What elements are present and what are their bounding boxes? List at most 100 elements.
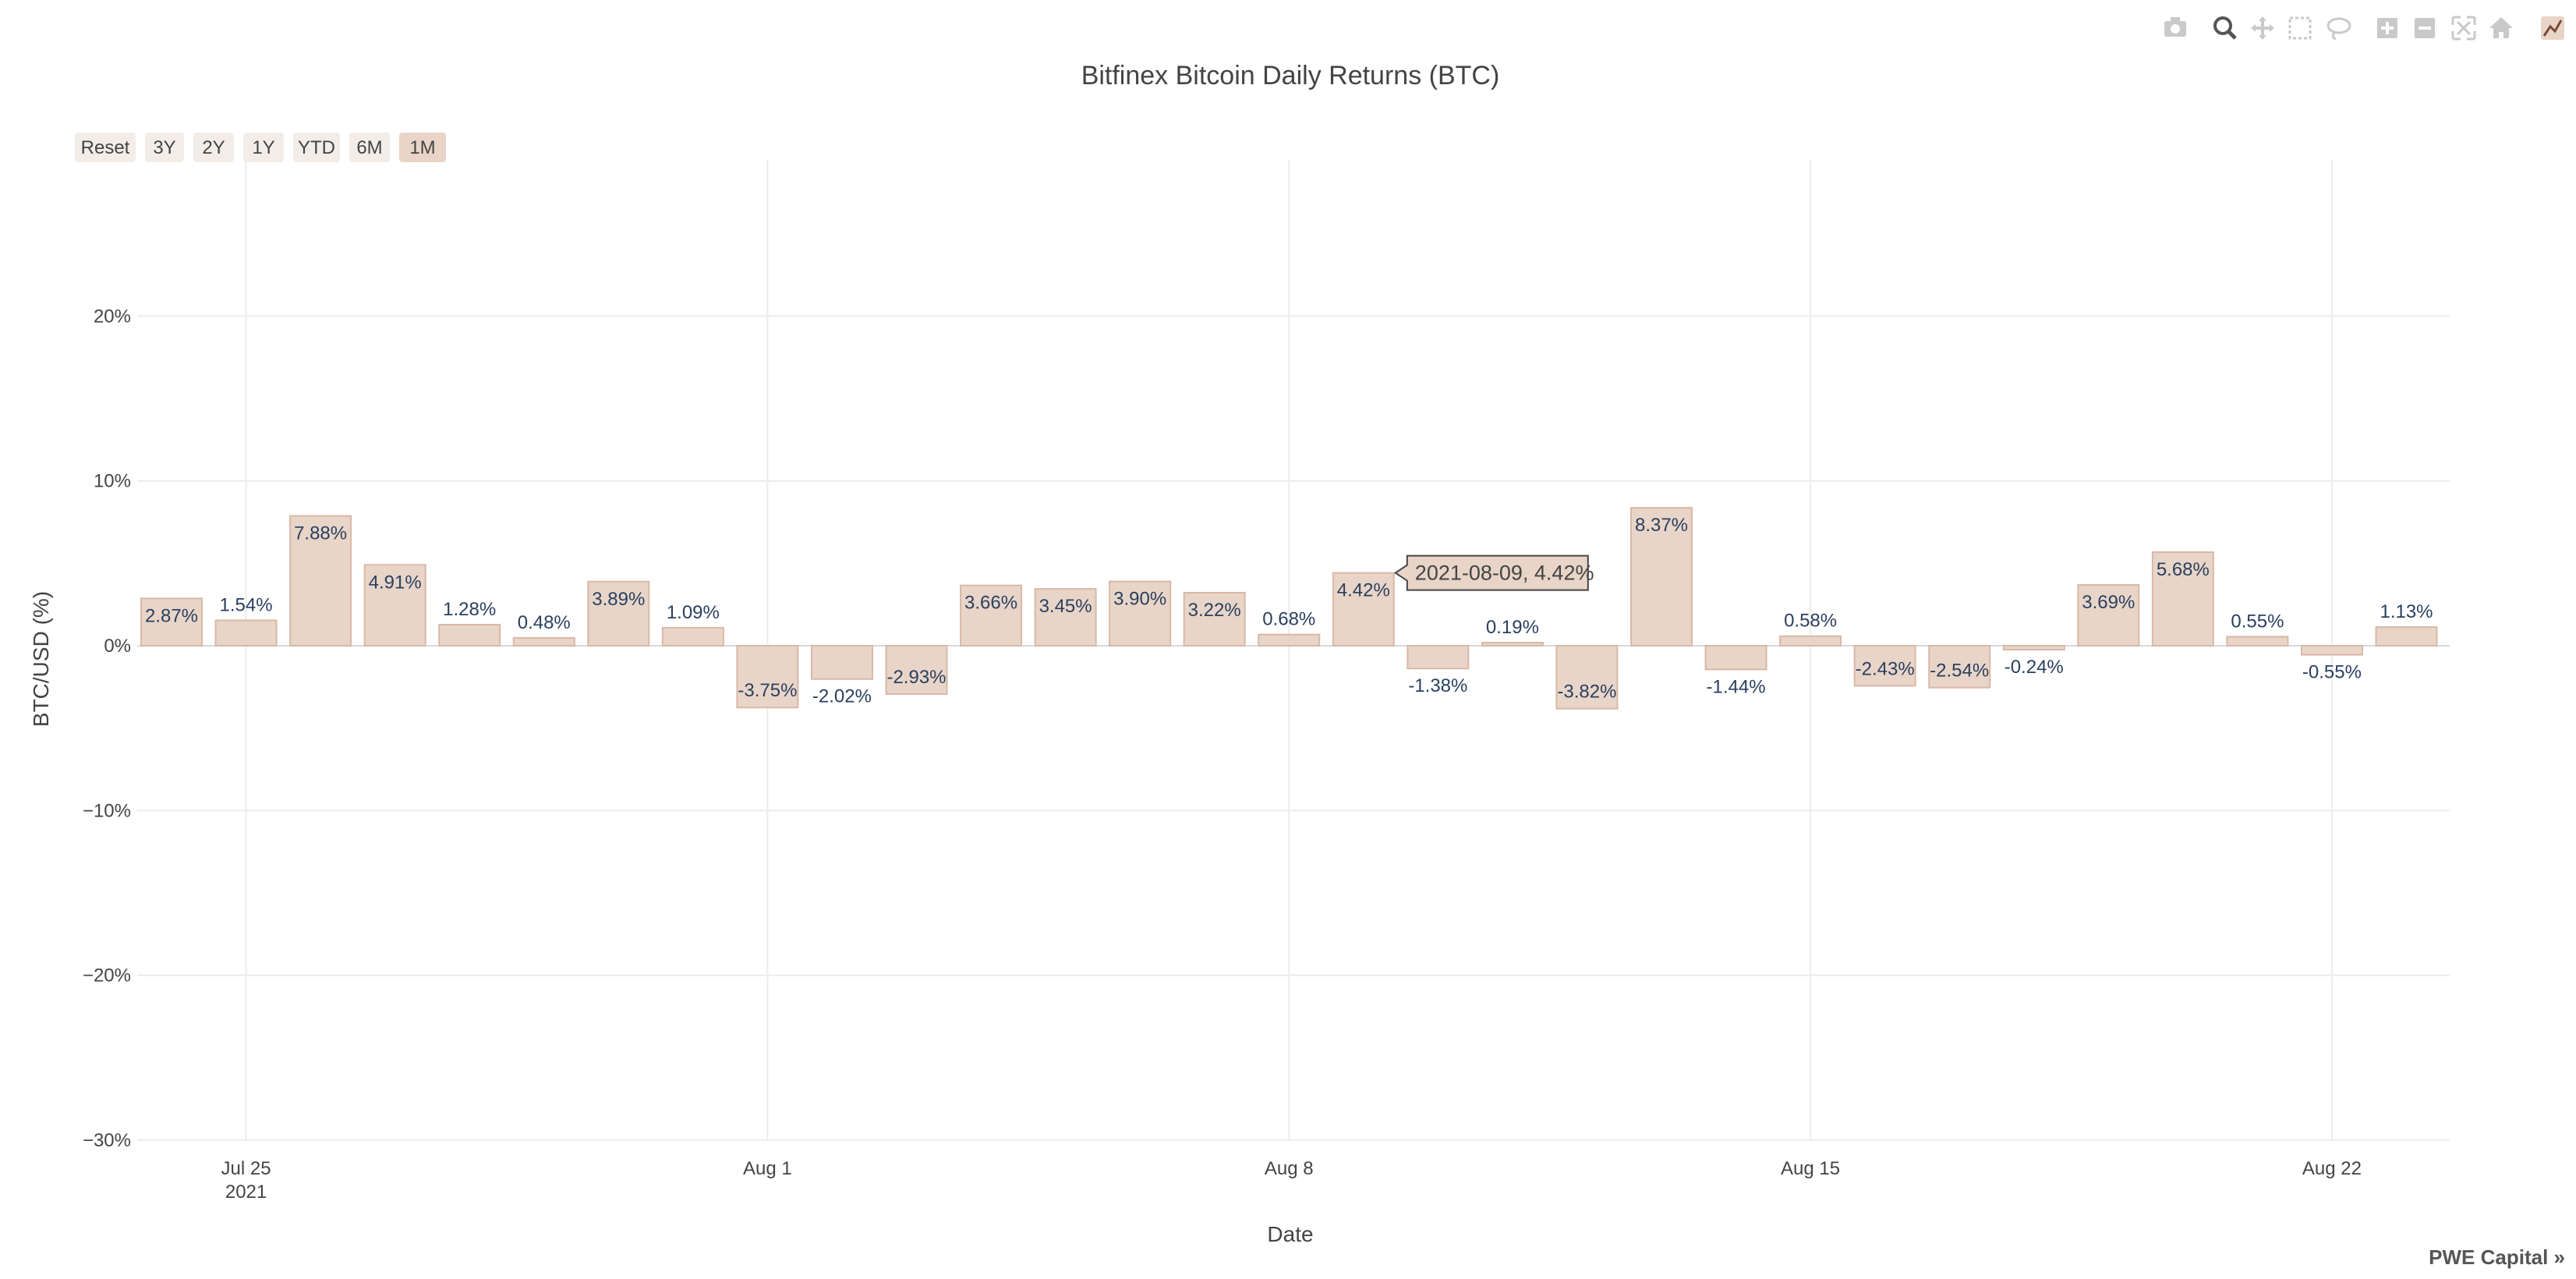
range-button-1y[interactable]: 1Y	[243, 133, 284, 162]
bar[interactable]	[2077, 584, 2140, 647]
range-button-bg	[293, 133, 340, 162]
bar[interactable]	[587, 580, 650, 647]
bar-value-label: 0.58%	[1784, 611, 1837, 632]
hover-box	[1393, 554, 1589, 591]
bar-value-label: 1.13%	[2380, 601, 2433, 622]
bar[interactable]	[1779, 635, 1842, 647]
bar[interactable]	[2002, 645, 2065, 651]
bar[interactable]	[1183, 591, 1246, 647]
bar-value-label: 4.42%	[1337, 580, 1390, 601]
bar-value-label: 3.45%	[1039, 596, 1092, 617]
brand-link[interactable]: PWE Capital »	[2429, 1245, 2565, 1269]
range-button-label: Reset	[81, 137, 130, 158]
range-button-label: 6M	[356, 137, 382, 158]
bar-value-label: 1.28%	[443, 599, 496, 620]
zoom-icon[interactable]	[2213, 16, 2237, 40]
bar[interactable]	[1928, 645, 1991, 689]
y-tick-label: −10%	[83, 800, 131, 821]
bar[interactable]	[2375, 626, 2438, 647]
bar[interactable]	[1407, 645, 1470, 670]
home-icon[interactable]	[2489, 17, 2513, 38]
bar[interactable]	[1704, 645, 1767, 671]
zoom-out-icon[interactable]	[2415, 18, 2435, 38]
range-button-3y[interactable]: 3Y	[145, 133, 184, 162]
hover-tooltip: 2021-08-09, 4.42%	[1393, 554, 1594, 591]
bar-value-label: 4.91%	[369, 572, 422, 593]
range-button-label: 2Y	[202, 137, 225, 158]
zoom-in-icon[interactable]	[2377, 18, 2397, 38]
hover-text: 2021-08-09, 4.42%	[1415, 562, 1594, 585]
y-tick-label: −20%	[83, 965, 131, 987]
bar-value-label: 3.22%	[1188, 600, 1241, 621]
grid	[137, 160, 2450, 1141]
bar-value-label: -2.54%	[1930, 661, 1989, 682]
bar-value-label: -1.38%	[1408, 675, 1467, 696]
bar-value-label: 8.37%	[1635, 515, 1688, 536]
bar[interactable]	[1853, 645, 1916, 687]
bar[interactable]	[1630, 507, 1693, 647]
range-button-reset[interactable]: Reset	[75, 133, 136, 162]
bar[interactable]	[885, 645, 948, 695]
bar[interactable]	[736, 645, 799, 709]
bar[interactable]	[960, 584, 1023, 647]
x-tick-sublabel: 2021	[225, 1182, 267, 1203]
bar[interactable]	[1332, 572, 1395, 647]
bar-value-label: -0.24%	[2005, 657, 2064, 678]
range-button-label: 1M	[409, 137, 435, 158]
bar[interactable]	[1258, 633, 1321, 647]
x-tick-label: Aug 1	[743, 1158, 792, 1179]
range-selector: Reset 3Y 2Y 1Y YTD 6M 1M	[75, 133, 446, 162]
pan-icon[interactable]	[2251, 16, 2274, 40]
y-tick-label: −30%	[83, 1130, 131, 1151]
autoscale-icon[interactable]	[2451, 16, 2476, 41]
box-select-icon[interactable]	[2288, 16, 2312, 40]
bar[interactable]	[1109, 580, 1172, 647]
bar[interactable]	[2300, 645, 2363, 656]
bar-value-label: -3.82%	[1557, 682, 1616, 703]
range-button-label: YTD	[298, 137, 335, 158]
bar-value-label: 5.68%	[2157, 559, 2210, 580]
bar-value-label: -2.43%	[1856, 658, 1915, 679]
plotly-logo-icon[interactable]	[2541, 16, 2564, 40]
range-button-1m[interactable]: 1M	[399, 133, 446, 162]
x-tick-label: Aug 15	[1781, 1158, 1840, 1179]
range-button-bg	[75, 133, 136, 162]
bar[interactable]	[2226, 636, 2289, 647]
bar-value-label: 7.88%	[294, 523, 347, 544]
bar[interactable]	[140, 597, 203, 647]
range-button-bg	[145, 133, 184, 162]
bar[interactable]	[512, 636, 575, 647]
camera-icon[interactable]	[2164, 17, 2186, 37]
y-axis-title: BTC/USD (%)	[29, 591, 53, 727]
chart-title: Bitfinex Bitcoin Daily Returns (BTC)	[1081, 61, 1500, 90]
bar[interactable]	[363, 564, 426, 647]
bar-value-label: 3.89%	[592, 589, 645, 610]
range-button-6m[interactable]: 6M	[349, 133, 390, 162]
x-tick-label: Jul 25	[221, 1158, 271, 1179]
bars[interactable]	[140, 507, 2438, 710]
bar[interactable]	[289, 515, 352, 647]
bar[interactable]	[1481, 641, 1544, 647]
bar-labels: 2.87% 1.54% 7.88% 4.91% 1.28% 0.48% 3.89% 1.09%…	[145, 515, 2433, 707]
bar[interactable]	[661, 626, 724, 647]
bar[interactable]	[214, 619, 278, 647]
range-button-ytd[interactable]: YTD	[293, 133, 340, 162]
bar-value-label: 1.54%	[220, 594, 273, 615]
range-button-bg	[399, 133, 446, 162]
modebar	[2164, 16, 2564, 41]
bar[interactable]	[810, 645, 873, 680]
lasso-icon[interactable]	[2327, 17, 2351, 41]
bar-value-label: -2.02%	[812, 686, 872, 707]
range-button-2y[interactable]: 2Y	[193, 133, 234, 162]
bar[interactable]	[2151, 551, 2214, 647]
y-tick-label: 10%	[94, 471, 131, 492]
bar-value-label: 3.69%	[2082, 592, 2135, 613]
bar[interactable]	[1555, 645, 1619, 710]
bar[interactable]	[438, 623, 501, 647]
axes: 20% 10% 0% −10% −20% −30% Jul 25 2021 Aug 1 Aug 8…	[83, 306, 2362, 1203]
bar-value-label: 3.90%	[1113, 589, 1166, 610]
bar[interactable]	[1034, 588, 1097, 647]
bar-value-label: -2.93%	[886, 667, 946, 688]
range-button-label: 1Y	[252, 137, 274, 158]
